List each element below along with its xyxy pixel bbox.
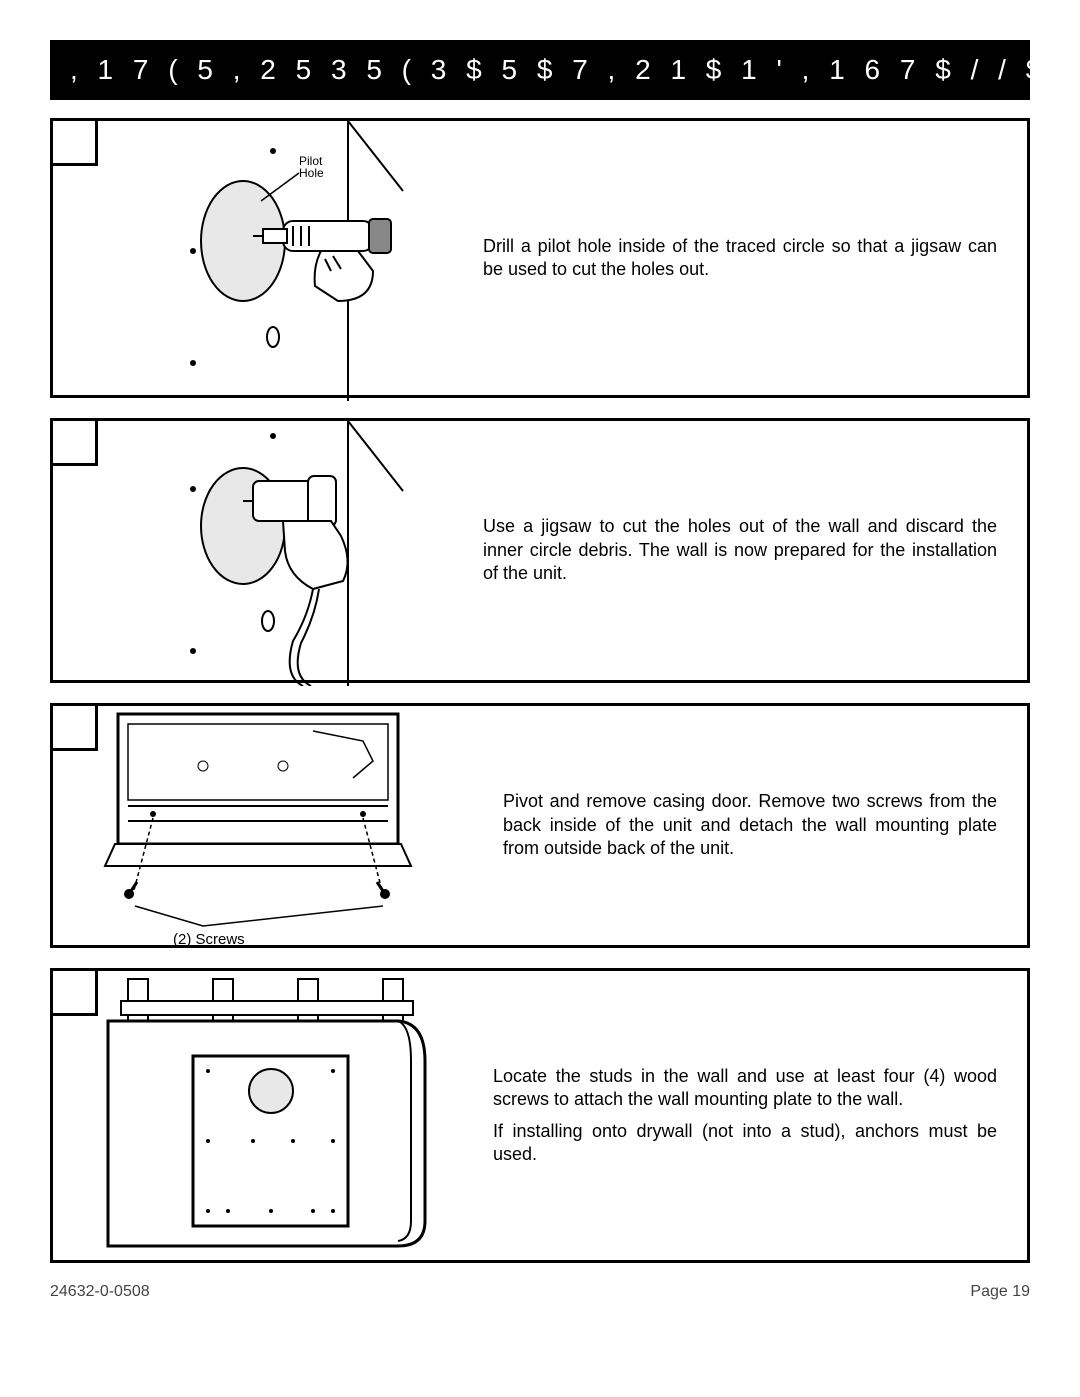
svg-text:Hole: Hole — [299, 166, 324, 180]
step-2-text: Use a jigsaw to cut the holes out of the… — [483, 515, 997, 585]
step-4-text-1: Locate the studs in the wall and use at … — [493, 1065, 997, 1112]
step-number-box — [50, 703, 98, 751]
step-panel-3: (2) Screws Pivot and remove casing door.… — [50, 703, 1030, 948]
step-number-box — [50, 418, 98, 466]
step-3-text: Pivot and remove casing door. Remove two… — [503, 790, 997, 860]
step-1-text: Drill a pilot hole inside of the traced … — [483, 235, 997, 282]
svg-text:(2) Screws: (2) Screws — [173, 931, 245, 948]
step-panel-4: Locate the studs in the wall and use at … — [50, 968, 1030, 1263]
step-4-text-2: If installing onto drywall (not into a s… — [493, 1120, 997, 1167]
illustration-screws: (2) Screws — [53, 706, 473, 945]
step-panel-2: Use a jigsaw to cut the holes out of the… — [50, 418, 1030, 683]
step-number-box — [50, 968, 98, 1016]
doc-number: 24632-0-0508 — [50, 1283, 150, 1301]
step-panel-1: Pilot Hole Drill a pilot hole inside of … — [50, 118, 1030, 398]
illustration-jigsaw — [53, 421, 453, 680]
illustration-drill: Pilot Hole — [53, 121, 453, 395]
page-footer: 24632-0-0508 Page 19 — [50, 1283, 1030, 1301]
section-header: , 1 7 ( 5 , 2 5 3 5 ( 3 $ 5 $ 7 , 2 1 $ … — [50, 40, 1030, 100]
illustration-wall-mount — [53, 971, 463, 1260]
page-number: Page 19 — [970, 1283, 1030, 1301]
step-number-box — [50, 118, 98, 166]
